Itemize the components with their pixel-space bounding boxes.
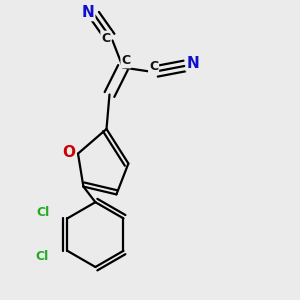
- Text: C: C: [101, 32, 110, 45]
- Text: Cl: Cl: [36, 206, 50, 220]
- Text: C: C: [149, 60, 158, 73]
- Text: O: O: [62, 145, 76, 160]
- Text: N: N: [187, 56, 199, 70]
- Text: N: N: [82, 5, 94, 20]
- Text: Cl: Cl: [35, 250, 49, 263]
- Text: C: C: [122, 54, 130, 68]
